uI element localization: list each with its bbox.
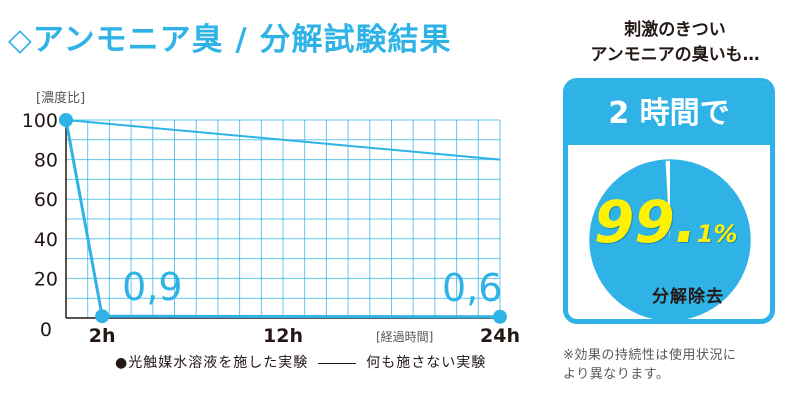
pie-slice-decomposed: [590, 159, 751, 320]
series-line-untreated: [65, 119, 501, 161]
footnote-line-2: より異なります。: [563, 367, 670, 382]
footnote: ※効果の持続性は使用状況に より異なります。: [563, 346, 795, 384]
x-axis-label: [経過時間]: [376, 330, 433, 344]
x-tick-label: 12h: [263, 325, 303, 347]
legend-item-treated: ●光触媒水溶液を施した実験: [115, 355, 309, 371]
chart-grid: [66, 119, 501, 318]
y-tick-label: 100: [22, 110, 58, 132]
pie-value-main: 99.: [594, 188, 697, 256]
x-tick-label: 2h: [89, 325, 116, 347]
y-tick-label: 40: [34, 229, 58, 251]
data-label: 0,6: [442, 266, 502, 310]
x-tick-labels: 2h 12h 24h: [89, 325, 520, 347]
data-label: 0,9: [122, 265, 182, 309]
panel-lead-line-2: アンモニアの臭いも…: [590, 45, 760, 65]
y-tick-label: 20: [34, 268, 58, 290]
series-layer: 0,9 0,6: [59, 113, 507, 324]
y-tick-labels: 0 20 40 60 80 100: [22, 110, 58, 341]
panel-lead: 刺激のきつい アンモニアの臭いも…: [560, 18, 790, 68]
pie-value: 99.1%: [594, 188, 744, 256]
y-tick-label: 0: [40, 319, 52, 341]
legend-item-untreated: 何も施さない実験: [366, 355, 487, 371]
y-axis-label: [濃度比]: [36, 90, 85, 106]
y-tick-label: 60: [34, 189, 58, 211]
decomposition-pie: [589, 159, 751, 321]
page-title: ◇アンモニア臭 / 分解試験結果: [8, 22, 452, 58]
pie-caption: 分解除去: [652, 287, 724, 307]
data-point-marker: [59, 113, 73, 127]
panel-lead-line-1: 刺激のきつい: [624, 20, 726, 40]
data-point-marker: [95, 309, 110, 324]
footnote-line-1: ※効果の持続性は使用状況に: [563, 348, 737, 363]
chart-legend: ●光触媒水溶液を施した実験 何も施さない実験: [115, 352, 486, 372]
data-point-marker: [493, 309, 507, 324]
x-tick-label: 24h: [480, 325, 520, 347]
legend-dash-icon: [318, 362, 357, 364]
y-tick-label: 80: [34, 150, 58, 172]
panel-header: 2 時間で: [568, 83, 770, 145]
pie-value-sub: 1%: [696, 220, 738, 248]
